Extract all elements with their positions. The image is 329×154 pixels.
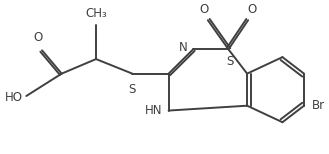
Text: O: O — [247, 3, 257, 16]
Text: HN: HN — [145, 104, 163, 117]
Text: O: O — [199, 3, 209, 16]
Text: N: N — [179, 41, 187, 54]
Text: S: S — [227, 55, 234, 68]
Text: Br: Br — [312, 99, 325, 112]
Text: HO: HO — [4, 91, 22, 104]
Text: O: O — [34, 31, 43, 45]
Text: CH₃: CH₃ — [85, 7, 107, 20]
Text: S: S — [129, 83, 136, 96]
